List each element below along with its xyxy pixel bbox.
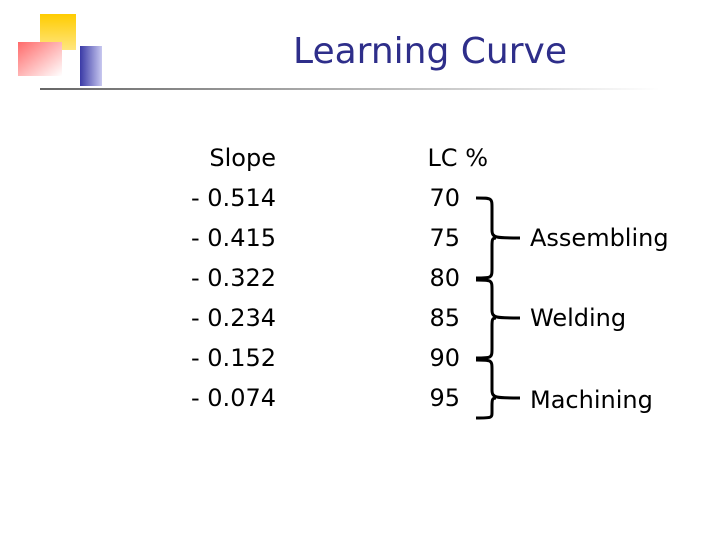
bracket-assembling-icon [475,196,521,280]
decorative-blue-square [80,46,102,86]
lc-header: LC % [427,144,488,172]
grouping-brackets [475,196,521,420]
page-title: Learning Curve [293,31,567,72]
bracket-machining-icon [475,358,521,420]
lc-value: 80 [429,264,460,292]
lc-value: 90 [429,344,460,372]
bracket-welding-icon [475,278,521,360]
slope-value: - 0.152 [191,344,276,372]
slope-header: Slope [209,144,276,172]
lc-value: 85 [429,304,460,332]
slope-value: - 0.322 [191,264,276,292]
slope-value: - 0.074 [191,384,276,412]
slope-value: - 0.514 [191,184,276,212]
decorative-red-square [18,42,62,76]
process-label-machining: Machining [530,386,653,414]
slope-value: - 0.234 [191,304,276,332]
lc-value: 75 [429,224,460,252]
title-underline [40,88,660,90]
lc-value: 95 [429,384,460,412]
slope-value: - 0.415 [191,224,276,252]
lc-percent-column: LC % 70 75 80 85 90 95 [400,138,488,418]
lc-value: 70 [429,184,460,212]
slope-column: Slope - 0.514 - 0.415 - 0.322 - 0.234 - … [150,138,276,418]
process-label-assembling: Assembling [530,224,669,252]
process-label-welding: Welding [530,304,627,332]
